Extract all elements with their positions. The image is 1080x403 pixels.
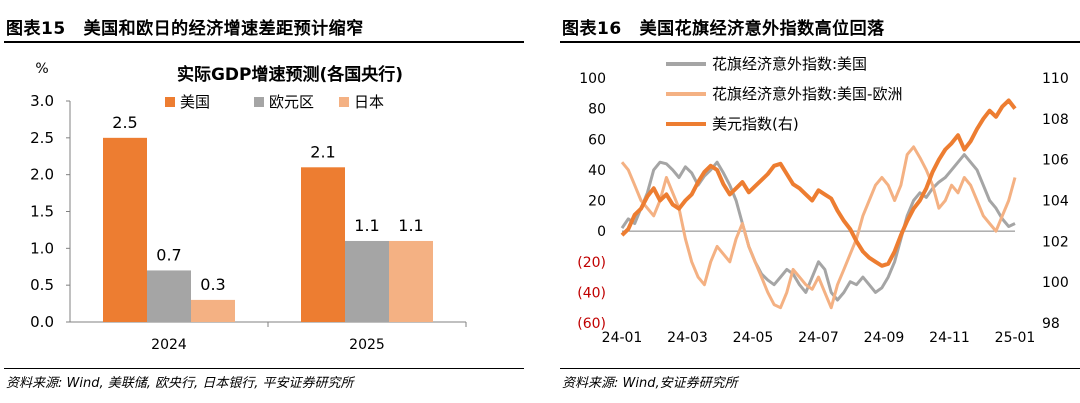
data-label: 1.1 xyxy=(398,216,423,235)
y-tick-label: 0.5 xyxy=(30,276,54,294)
right-bottom-rule xyxy=(560,368,1080,369)
right-y-tick-label: 110 xyxy=(1042,71,1069,87)
left-y-tick-label: 20 xyxy=(588,194,606,210)
left-figure-number: 图表15 xyxy=(6,19,66,39)
left-y-tick-label: 80 xyxy=(588,102,606,118)
data-label: 0.7 xyxy=(156,245,181,264)
x-tick-label: 2025 xyxy=(349,337,385,353)
bar xyxy=(301,167,345,322)
left-figure-caption: 美国和欧日的经济增速差距预计缩窄 xyxy=(83,19,364,39)
data-label: 1.1 xyxy=(354,216,379,235)
x-tick-label: 24-11 xyxy=(929,330,970,346)
legend-swatch xyxy=(339,97,349,107)
legend-swatch xyxy=(254,97,264,107)
legend-label: 花旗经济意外指数:美国 xyxy=(712,55,867,73)
y-tick-label: 3.0 xyxy=(30,92,54,110)
left-y-tick-label: (20) xyxy=(577,255,606,271)
right-figure-number: 图表16 xyxy=(562,19,622,39)
right-y-tick-label: 102 xyxy=(1042,234,1069,250)
bar xyxy=(345,240,389,322)
bar xyxy=(389,240,433,322)
legend-label: 美元指数(右) xyxy=(712,115,799,133)
y-tick-label: 0.0 xyxy=(30,313,54,331)
y-tick-label: 2.5 xyxy=(30,129,54,147)
legend-label: 美国 xyxy=(180,93,210,111)
left-y-tick-label: 100 xyxy=(579,71,606,87)
bar-chart: 0.0 0.5 1.0 1.5 2.0 2.5 3.0% 实际GDP增速预测(各国央行) 美国 欧… xyxy=(30,61,467,353)
left-y-tick-label: (40) xyxy=(577,285,606,301)
x-tick-label: 24-05 xyxy=(733,330,774,346)
legend-label: 花旗经济意外指数:美国-欧洲 xyxy=(712,85,902,103)
left-top-rule xyxy=(4,41,524,43)
bar xyxy=(147,270,191,322)
x-tick-label: 24-07 xyxy=(798,330,839,346)
y-tick-label: 1.5 xyxy=(30,203,54,221)
left-bottom-rule xyxy=(4,368,524,369)
left-figure-title: 图表15 美国和欧日的经济增速差距预计缩窄 xyxy=(6,14,364,39)
legend-swatch xyxy=(165,97,175,107)
left-source-note: 资料来源: Wind, 美联储, 欧央行, 日本银行, 平安证券研究所 xyxy=(6,376,354,391)
right-y-tick-label: 104 xyxy=(1042,194,1069,210)
right-figure-title: 图表16 美国花旗经济意外指数高位回落 xyxy=(562,14,885,39)
x-tick-label: 24-01 xyxy=(602,330,643,346)
right-y-tick-label: 98 xyxy=(1042,316,1060,332)
legend-label: 欧元区 xyxy=(269,93,314,111)
data-label: 0.3 xyxy=(200,275,225,294)
left-y-tick-label: 0 xyxy=(597,224,606,240)
right-top-rule xyxy=(560,41,1080,43)
right-y-tick-label: 100 xyxy=(1042,275,1069,291)
x-tick-label: 25-01 xyxy=(995,330,1036,346)
bar xyxy=(191,299,235,322)
series-line xyxy=(620,98,1017,268)
y-unit-label: % xyxy=(35,61,48,77)
right-figure-caption: 美国花旗经济意外指数高位回落 xyxy=(639,19,885,39)
data-label: 2.1 xyxy=(310,142,335,161)
x-tick-label: 24-03 xyxy=(667,330,708,346)
right-source-note: 资料来源: Wind,安证券研究所 xyxy=(562,376,738,391)
left-y-tick-label: (60) xyxy=(577,316,606,332)
legend-label: 日本 xyxy=(354,93,384,111)
line-chart: (60) (40) (20) 0 20 40 60 80 100 98 100 102 104 106 10… xyxy=(577,55,1069,346)
y-tick-label: 2.0 xyxy=(30,166,54,184)
right-y-tick-label: 108 xyxy=(1042,112,1069,128)
left-y-tick-label: 40 xyxy=(588,163,606,179)
x-tick-label: 24-09 xyxy=(864,330,905,346)
chart-title: 实际GDP增速预测(各国央行) xyxy=(177,64,403,85)
right-y-tick-label: 106 xyxy=(1042,153,1069,169)
left-y-tick-label: 60 xyxy=(588,132,606,148)
series-line xyxy=(620,145,1017,310)
y-tick-label: 1.0 xyxy=(30,239,54,257)
data-label: 2.5 xyxy=(112,113,137,132)
series-line xyxy=(620,153,1016,302)
bar xyxy=(103,137,147,322)
x-tick-label: 2024 xyxy=(151,337,187,353)
